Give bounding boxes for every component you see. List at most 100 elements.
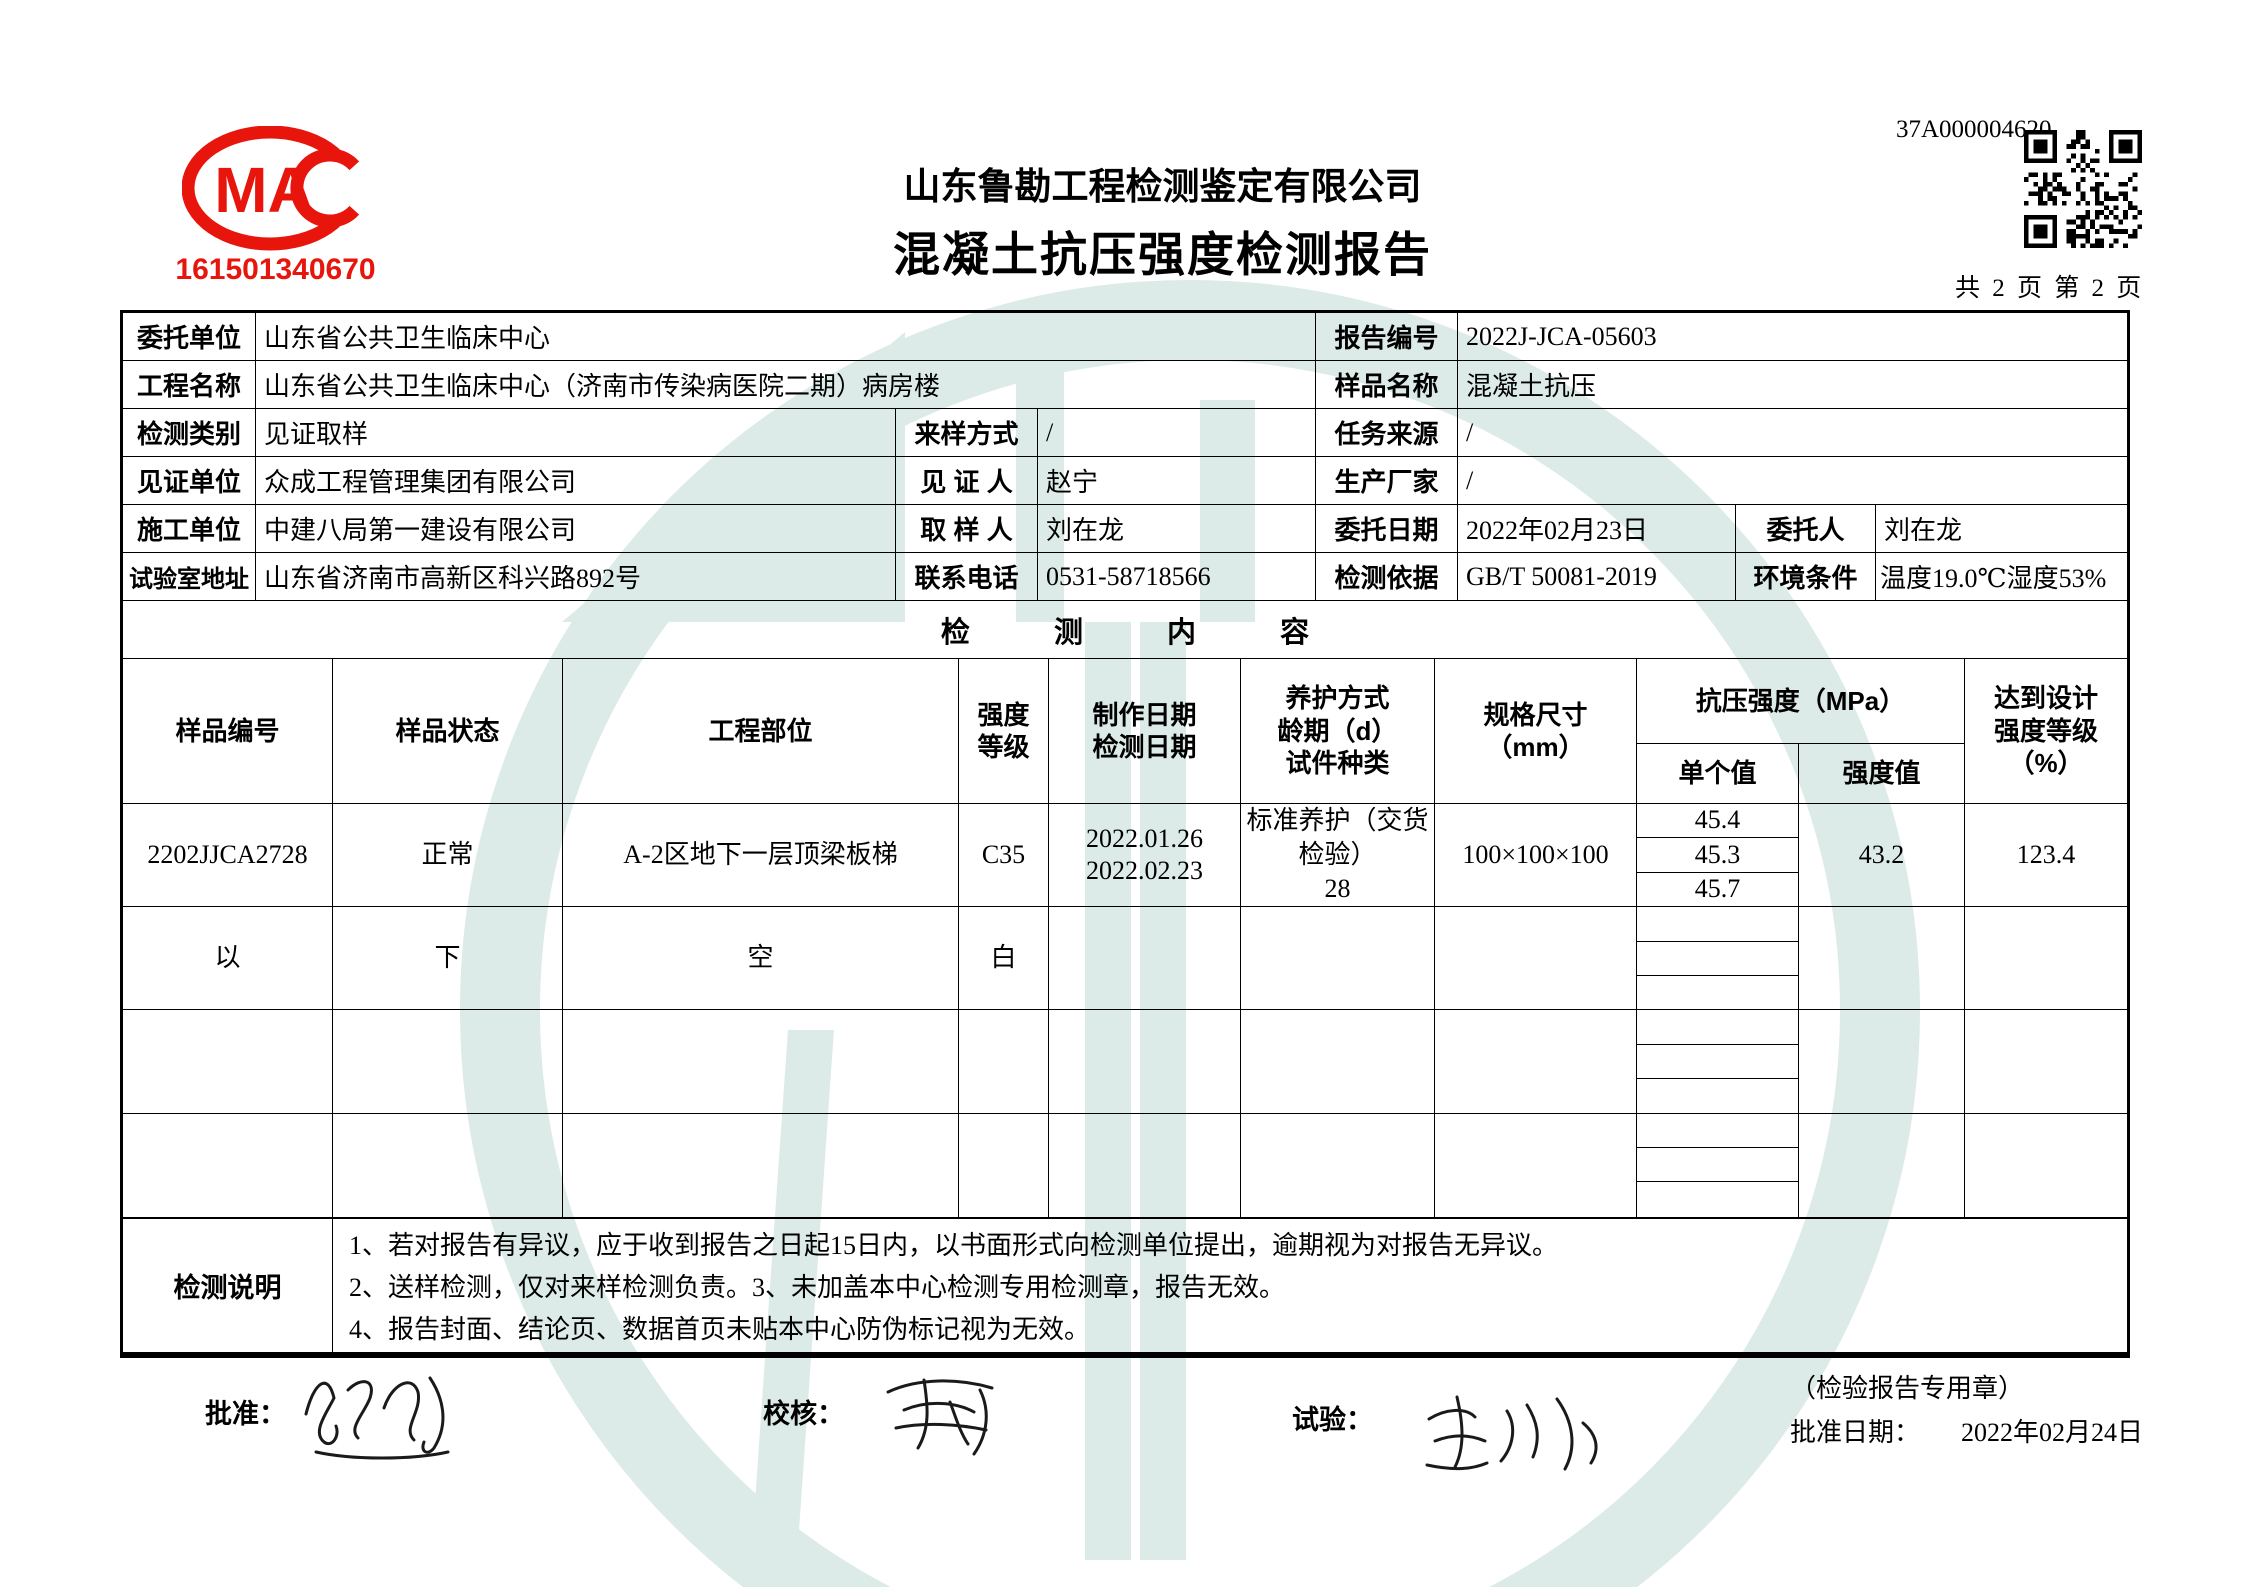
page-indicator: 共 2 页 第 2 页 [1955,275,2145,302]
table-row-cell-strength [1799,907,1965,1011]
table-row-cell-grade [959,1113,1049,1217]
table-row-cell-design-pct [1965,1114,2127,1217]
table-row-cell-sample-id [123,1010,333,1114]
info-value-manufacturer: / [1458,457,2127,505]
table-row-cell-status [333,1010,563,1114]
approve-date-label: 批准日期： [1790,1418,1921,1447]
th-sample-id: 样品编号 [123,659,333,804]
table-row-cell-design-pct: 123.4 [1965,804,2127,908]
table-row-cell-location [563,1113,959,1217]
info-label-witness-unit: 见证单位 [123,457,256,505]
seal-note: （检验报告专用章） [1790,1374,2025,1403]
single-value-cell [1637,1113,1799,1148]
notes-section: 检测说明 1、若对报告有异议，应于收到报告之日起15日内，以书面形式向检测单位提… [123,1216,2127,1352]
th-dates-line2: 检测日期 [1092,732,1197,762]
info-value-basis: GB/T 50081-2019 [1458,553,1736,601]
table-row-cell-size: 100×100×100 [1435,804,1637,908]
table-row-cell-strength [1799,1113,1965,1217]
single-value-cell [1637,907,1799,942]
info-value-entrust-unit: 山东省公共卫生临床中心 [256,313,1316,361]
th-size: 规格尺寸 （mm） [1435,659,1637,804]
table-row-cell-location: 空 [563,907,959,1011]
th-grade-line1: 强度 [977,699,1030,730]
test-label: 试验： [1292,1405,1373,1435]
single-value-cell: 45.3 [1637,838,1799,873]
table-row-cell-dates: 2022.01.26 2022.02.23 [1049,804,1241,908]
info-value-test-type: 见证取样 [256,409,896,457]
table-row-cell-strength [1799,1010,1965,1114]
report-table-frame: 委托单位 山东省公共卫生临床中心 报告编号 2022J-JCA-05603 工程… [120,310,2130,1358]
single-value-cell [1637,1147,1799,1183]
single-value-cell [1637,941,1799,976]
table-row-cell-curing: 标准养护（交货检验） 28 [1241,804,1435,908]
table-row-cell-design-pct [1965,907,2127,1011]
info-label-env: 环境条件 [1736,553,1876,601]
approver-signature [292,1356,467,1474]
notes-label: 检测说明 [123,1218,333,1352]
table-row-cell-grade: C35 [959,804,1049,908]
approve-date-row: 批准日期： 2022年02月24日 [1790,1412,2143,1449]
company-name: 山东鲁勘工程检测鉴定有限公司 [903,166,1422,207]
table-row-cell-curing [1241,1113,1435,1217]
th-grade-line2: 等级 [977,732,1030,762]
approve-label: 批准： [205,1399,286,1429]
svg-text:MA: MA [214,154,314,226]
info-value-task-source: / [1458,409,2127,457]
tester-signature [1415,1375,1625,1485]
info-label-entrust-unit: 委托单位 [123,313,256,361]
info-table: 委托单位 山东省公共卫生临床中心 报告编号 2022J-JCA-05603 工程… [123,313,2127,601]
info-value-lab-address: 山东省济南市高新区科兴路892号 [256,553,896,601]
info-value-project-name: 山东省公共卫生临床中心（济南市传染病医院二期）病房楼 [256,361,1316,409]
th-status: 样品状态 [333,659,563,804]
approve-date-value: 2022年02月24日 [1961,1418,2144,1447]
single-value-cell [1637,1044,1799,1080]
info-label-lab-address: 试验室地址 [123,553,256,601]
cma-logo: MA [182,126,367,251]
table-row-cell-status [333,1113,563,1217]
table-row-cell-size [1435,907,1637,1011]
title-block: 山东鲁勘工程检测鉴定有限公司 混凝土抗压强度检测报告 [80,156,2245,285]
table-row-cell-curing [1241,907,1435,1011]
single-value-cell [1637,1010,1799,1045]
table-row-cell-design-pct [1965,1010,2127,1114]
info-label-entrust-date: 委托日期 [1316,505,1458,553]
th-curing-line1: 养护方式 [1285,683,1390,714]
th-design-line1: 达到设计 [1993,683,2098,714]
curing-age: 28 [1324,873,1351,903]
info-value-client: 刘在龙 [1876,505,2127,553]
table-row-cell-sample-id: 2202JJCA2728 [123,804,333,908]
th-strength-mpa: 抗压强度（MPa） [1637,659,1965,744]
info-value-witness-person: 赵宁 [1038,457,1316,505]
th-size-line2: （mm） [1486,732,1585,762]
curing-method: 标准养护（交货检验） [1246,806,1429,870]
info-label-witness-person: 见 证 人 [896,457,1038,505]
table-row-cell-sample-id: 以 [123,907,333,1011]
content-banner: 检 测 内 容 [123,601,2127,659]
info-label-client: 委托人 [1736,505,1876,553]
info-label-construction-unit: 施工单位 [123,505,256,553]
test-date: 2022.02.23 [1086,856,1203,886]
single-value-cell: 45.7 [1637,872,1799,908]
th-single-value: 单个值 [1637,744,1799,804]
info-label-basis: 检测依据 [1316,553,1458,601]
info-label-phone: 联系电话 [896,553,1038,601]
table-row-cell-dates [1049,907,1241,1011]
info-label-manufacturer: 生产厂家 [1316,457,1458,505]
notes-text: 1、若对报告有异议，应于收到报告之日起15日内，以书面形式向检测单位提出，逾期视… [333,1219,2126,1352]
table-row-cell-strength: 43.2 [1799,804,1965,908]
single-value-cell [1637,1079,1799,1114]
results-table: 样品编号 样品状态 工程部位 强度 等级 制作日期 检测日期 养护方式 龄期（d… [123,659,2127,1217]
th-curing: 养护方式 龄期（d） 试件种类 [1241,659,1435,804]
table-row-cell-grade [959,1010,1049,1114]
make-date: 2022.01.26 [1086,823,1203,853]
table-row-cell-dates [1049,1010,1241,1114]
info-label-test-type: 检测类别 [123,409,256,457]
table-row-cell-sample-id [123,1113,333,1217]
th-dates: 制作日期 检测日期 [1049,659,1241,804]
single-value-cell: 45.4 [1637,804,1799,839]
th-curing-line2: 龄期（d） [1277,715,1398,746]
info-label-sample-name: 样品名称 [1316,361,1458,409]
info-value-phone: 0531-58718566 [1038,553,1316,601]
cma-certificate-number: 161501340670 [175,253,376,286]
